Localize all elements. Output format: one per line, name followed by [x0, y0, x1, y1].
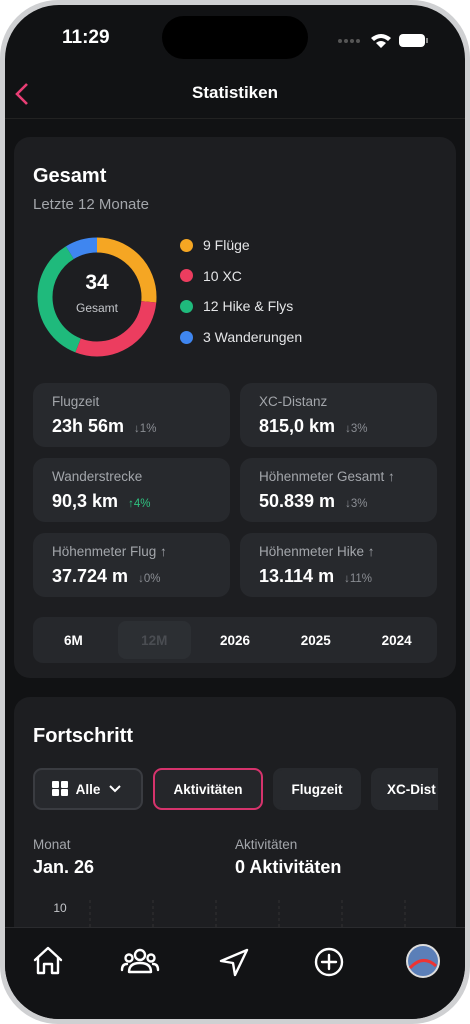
tile-value: 23h 56m	[52, 416, 125, 436]
legend-item: 9 Flüge	[180, 237, 250, 253]
legend-dot	[180, 269, 193, 283]
tile-label: Höhenmeter Flug ↑	[52, 544, 167, 559]
dynamic-island	[162, 16, 308, 59]
card-title: Gesamt	[33, 165, 107, 187]
status-icons	[338, 34, 428, 48]
stat-tile: Höhenmeter Gesamt ↑ 50.839 m ↓3%	[240, 458, 437, 522]
tile-value: 13.114 m	[259, 566, 335, 586]
month-value: Jan. 26	[33, 857, 95, 877]
period-tabs: 6M 12M 2026 2025 2024	[33, 617, 437, 663]
filter-button[interactable]: Flugzeit	[273, 768, 361, 810]
period-tab[interactable]: 2025	[300, 632, 331, 648]
legend-item: 3 Wanderungen	[180, 329, 302, 345]
tile-delta: ↓3%	[345, 498, 368, 510]
tile-value-row: 13.114 m ↓11%	[259, 566, 372, 587]
period-tab[interactable]: 6M	[64, 632, 83, 648]
filter-button[interactable]: Alle	[33, 768, 143, 810]
tile-value-row: 90,3 km ↑4%	[52, 491, 150, 512]
overview-card: Gesamt Letzte 12 Monate 34 Gesamt 9 Flüg…	[14, 137, 456, 678]
legend-label: 12 Hike & Flys	[203, 298, 294, 315]
tile-value: 90,3 km	[52, 491, 119, 511]
divider	[5, 118, 465, 119]
legend-label: 10 XC	[203, 267, 242, 284]
tile-value-row: 37.724 m ↓0%	[52, 566, 160, 587]
legend-item: 10 XC	[180, 268, 242, 284]
chevron	[109, 785, 122, 793]
card-subtitle: Letzte 12 Monate	[33, 196, 149, 213]
donut-total-label: Gesamt	[76, 301, 119, 315]
donut-total: 34	[85, 271, 109, 294]
tile-label: Höhenmeter Hike ↑	[259, 544, 375, 559]
tile-delta: ↓3%	[345, 423, 368, 435]
metric-value: 0 Aktivitäten	[235, 857, 342, 877]
card-title: Fortschritt	[33, 725, 133, 747]
donut-chart: 34 Gesamt	[37, 237, 157, 357]
filter-button[interactable]: XC-Dist	[371, 768, 438, 810]
legend-dot	[180, 330, 193, 344]
filters: Alle Aktivitäten Flugzeit XC-Dist	[14, 697, 438, 827]
donut-segment	[37, 237, 157, 357]
status-time: 11:29	[62, 27, 110, 48]
legend-dot	[180, 299, 193, 313]
grid-cell	[51, 781, 59, 788]
tile-label: XC-Distanz	[259, 394, 328, 409]
stat-tile: Höhenmeter Flug ↑ 37.724 m ↓0%	[33, 533, 230, 597]
filter-label: Aktivitäten	[173, 781, 243, 797]
tile-value-row: 23h 56m ↓1%	[52, 416, 156, 437]
tile-delta: ↓1%	[134, 423, 157, 435]
tile-label: Flugzeit	[52, 394, 100, 409]
period-tab[interactable]: 2024	[381, 632, 412, 648]
back-button[interactable]	[11, 81, 33, 107]
screen: 11:29 Statistiken Gesamt Letzte 12 Monat…	[5, 5, 465, 1019]
stat-tile: Flugzeit 23h 56m ↓1%	[33, 383, 230, 447]
stat-tile: Wanderstrecke 90,3 km ↑4%	[33, 458, 230, 522]
header-title: Statistiken	[192, 83, 278, 102]
donut-segment	[37, 237, 157, 357]
progress-chart: 10	[53, 900, 406, 932]
chevron-path	[109, 785, 122, 793]
legend-dot	[180, 238, 193, 252]
community-tab[interactable]	[120, 948, 160, 974]
tile-delta: ↓0%	[138, 573, 161, 585]
tile-value-row: 50.839 m ↓3%	[259, 491, 367, 512]
grid-cell	[60, 781, 68, 788]
legend-item: 12 Hike & Flys	[180, 298, 293, 314]
grid-cell	[60, 789, 68, 796]
tile-delta: ↓11%	[344, 573, 372, 585]
tile-value: 37.724 m	[52, 566, 129, 586]
y-tick-label: 10	[53, 901, 67, 915]
month-label: Monat	[33, 837, 71, 852]
progress-card: Fortschritt Alle Aktivitäten Flugzeit XC-Di…	[14, 697, 456, 957]
tile-value-row: 815,0 km ↓3%	[259, 416, 367, 437]
stat-tile: XC-Distanz 815,0 km ↓3%	[240, 383, 437, 447]
tab-bar	[5, 927, 465, 1019]
period-tab[interactable]: 2026	[219, 632, 251, 648]
period-tab[interactable]: 12M	[117, 621, 191, 659]
navigate-tab[interactable]	[219, 948, 249, 977]
metric-label: Aktivitäten	[235, 837, 298, 852]
grid-cell	[51, 789, 59, 796]
filter-label: Flugzeit	[291, 781, 343, 797]
stat-tile: Höhenmeter Hike ↑ 13.114 m ↓11%	[240, 533, 437, 597]
tile-value: 815,0 km	[259, 416, 336, 436]
home-tab[interactable]	[33, 946, 63, 975]
filter-label: XC-Dist	[387, 781, 436, 797]
filter-label: Alle	[75, 781, 101, 797]
tile-delta: ↑4%	[128, 498, 151, 510]
profile-tab[interactable]	[406, 944, 440, 978]
legend-label: 9 Flüge	[203, 237, 250, 253]
tile-label: Höhenmeter Gesamt ↑	[259, 469, 395, 484]
filter-button[interactable]: Aktivitäten	[153, 768, 263, 810]
legend-label: 3 Wanderungen	[203, 329, 303, 346]
tab-icons	[33, 944, 440, 978]
tile-label: Wanderstrecke	[52, 469, 143, 484]
add-tab[interactable]	[314, 947, 344, 977]
tile-value: 50.839 m	[259, 491, 336, 511]
donut-segment	[37, 237, 157, 357]
grid-icon	[51, 781, 68, 796]
